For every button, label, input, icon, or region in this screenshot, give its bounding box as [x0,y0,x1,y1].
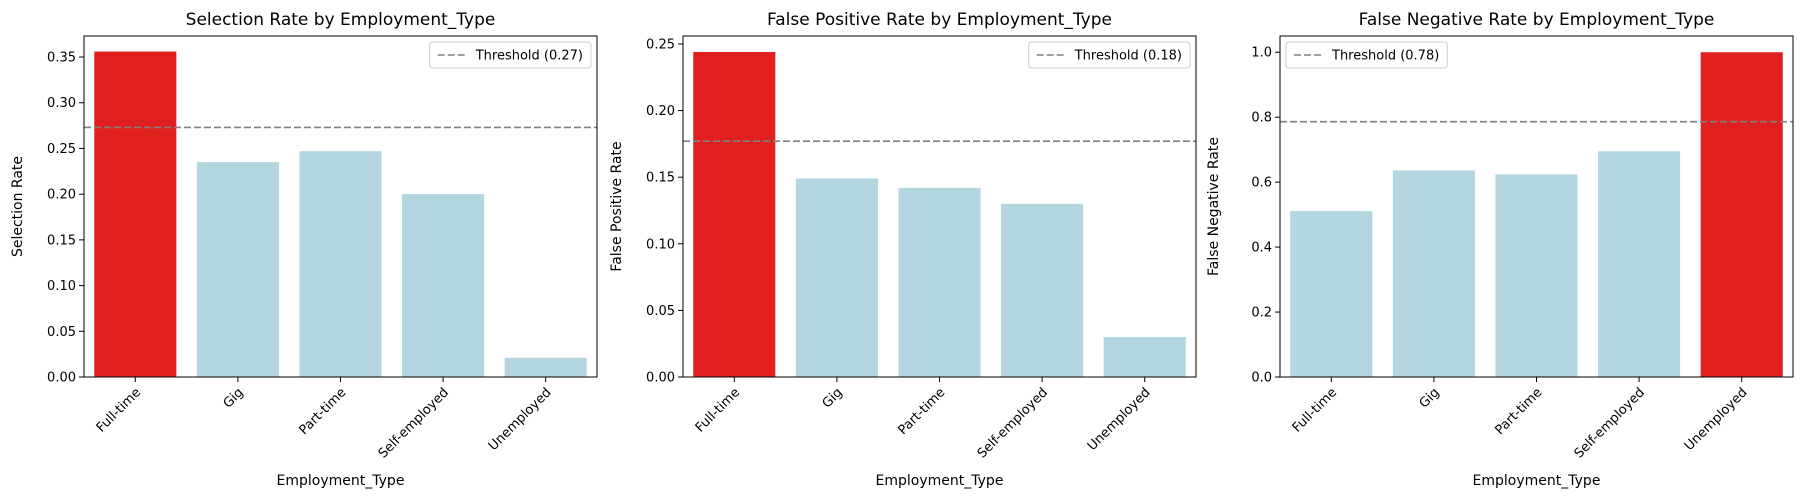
y-tick-label: 0.2 [1251,306,1272,321]
y-tick-label: 0.4 [1251,241,1272,256]
legend-label: Threshold (0.18) [1074,49,1182,64]
bar-gig [196,162,279,377]
y-tick-label: 0.35 [47,51,76,66]
bar-unemployed [1700,52,1783,377]
legend-box [1285,41,1448,69]
chart-title: False Positive Rate by Employment_Type [767,10,1112,30]
legend: Threshold (0.18) [1028,41,1191,69]
y-tick-label: 0.25 [47,142,76,157]
y-tick-label: 0.05 [47,325,76,340]
bars [1290,52,1783,377]
bar-self-employed [1001,203,1084,377]
bar-part-time [898,187,981,377]
bar-unemployed [504,357,587,377]
y-axis-label: Selection Rate [10,156,26,257]
bars [693,51,1186,377]
x-axis-label: Employment_Type [277,473,405,489]
legend-box [1028,41,1191,69]
y-tick-label: 0.00 [47,371,76,386]
bar-full-time [693,51,776,377]
legend: Threshold (0.27) [429,41,592,69]
chart-panel-selection-rate: Selection Rate by Employment_Type Employ… [10,10,598,489]
bar-self-employed [1598,151,1681,377]
y-axis: 0.00 0.05 0.10 0.15 0.20 0.25 0.30 0.35 [47,51,84,386]
bar-gig [795,178,878,377]
y-tick-label: 0.10 [47,279,76,294]
legend-label: Threshold (0.27) [475,49,583,64]
x-axis-label: Employment_Type [1473,473,1601,489]
y-tick-label: 0.15 [47,233,76,248]
y-tick-label: 0.6 [1251,176,1272,191]
y-tick-label: 1.0 [1251,46,1272,61]
legend-box [429,41,592,69]
bar-part-time [299,151,382,377]
y-tick-label: 0.20 [47,188,76,203]
bar-part-time [1495,174,1578,377]
bar-unemployed [1103,337,1186,377]
y-tick-label: 0.15 [646,171,675,186]
y-axis-label: False Negative Rate [1206,137,1222,276]
legend-label: Threshold (0.78) [1331,49,1439,64]
y-axis: 0.00 0.05 0.10 0.15 0.20 0.25 [646,37,683,386]
y-axis: 0.0 0.2 0.4 0.6 0.8 1.0 [1251,46,1280,386]
chart-panel-false-negative-rate: False Negative Rate by Employment_Type E… [1206,10,1794,489]
legend: Threshold (0.78) [1285,41,1448,69]
y-tick-label: 0.30 [47,96,76,111]
bar-full-time [94,51,177,377]
chart-title: Selection Rate by Employment_Type [186,10,496,30]
y-tick-label: 0.10 [646,237,675,252]
bars [94,51,587,377]
bar-self-employed [402,194,485,377]
y-tick-label: 0.00 [646,371,675,386]
y-axis-label: False Positive Rate [609,141,625,271]
chart-title: False Negative Rate by Employment_Type [1359,10,1715,30]
y-tick-label: 0.20 [646,104,675,119]
x-axis-label: Employment_Type [876,473,1004,489]
bar-gig [1392,170,1475,377]
y-tick-label: 0.0 [1251,371,1272,386]
y-tick-label: 0.25 [646,37,675,52]
bar-full-time [1290,211,1373,377]
y-tick-label: 0.05 [646,304,675,319]
y-tick-label: 0.8 [1251,111,1272,126]
